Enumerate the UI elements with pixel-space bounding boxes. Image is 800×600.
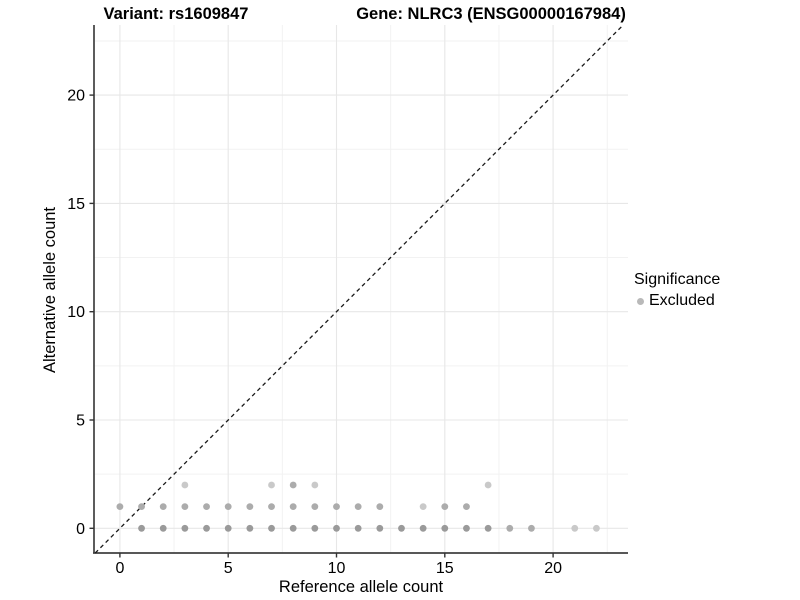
- data-point: [289, 524, 297, 532]
- identity-line: [94, 24, 624, 554]
- y-tick-label: 10: [67, 304, 85, 321]
- data-point: [376, 503, 384, 511]
- identity-line-group: [94, 24, 624, 554]
- data-point: [354, 524, 362, 532]
- data-point: [419, 524, 427, 532]
- data-point: [181, 481, 189, 489]
- data-point: [506, 524, 514, 532]
- legend-item-excluded: Excluded: [634, 292, 720, 310]
- data-point: [419, 503, 427, 511]
- data-point: [268, 481, 275, 489]
- y-tick-label: 15: [67, 196, 85, 213]
- data-point: [398, 524, 405, 532]
- data-point: [138, 503, 145, 511]
- data-point: [571, 524, 579, 532]
- x-axis-title: Reference allele count: [279, 578, 444, 596]
- x-tick-label: 15: [436, 560, 454, 577]
- data-point: [354, 503, 362, 511]
- data-point: [441, 524, 449, 532]
- variant-title: Variant: rs1609847: [103, 5, 249, 23]
- legend: Significance Excluded: [634, 270, 720, 310]
- tick-labels: 0 5 10 15 20 0 5 10 15 20: [67, 88, 562, 577]
- data-point: [484, 481, 492, 489]
- y-tick-label: 0: [76, 521, 85, 538]
- x-tick-label: 10: [328, 560, 346, 577]
- data-point: [224, 524, 232, 532]
- data-point: [311, 524, 319, 532]
- y-tick-label: 20: [67, 88, 85, 105]
- data-point: [528, 524, 535, 532]
- data-point: [289, 481, 297, 489]
- data-point: [484, 524, 492, 532]
- y-tick-label: 5: [76, 413, 85, 430]
- data-point: [203, 524, 210, 532]
- data-point: [376, 524, 384, 532]
- data-point: [268, 503, 275, 511]
- data-point: [159, 524, 167, 532]
- gene-title: Gene: NLRC3 (ENSG00000167984): [356, 5, 626, 23]
- data-point: [268, 524, 275, 532]
- data-point: [311, 481, 319, 489]
- legend-title: Significance: [634, 271, 721, 288]
- data-point: [246, 524, 254, 532]
- data-point: [289, 503, 297, 511]
- data-point: [463, 503, 470, 511]
- data-point: [593, 524, 600, 532]
- data-point: [116, 503, 124, 511]
- x-tick-label: 20: [544, 560, 562, 577]
- legend-item-label: Excluded: [649, 292, 715, 309]
- data-point: [181, 503, 189, 511]
- data-point: [441, 503, 449, 511]
- minor-gridlines: [94, 25, 628, 553]
- x-tick-label: 5: [224, 560, 233, 577]
- data-point: [138, 524, 145, 532]
- x-tick-label: 0: [115, 560, 124, 577]
- data-point: [333, 524, 340, 532]
- data-point: [181, 524, 189, 532]
- axis-lines: [93, 25, 628, 554]
- data-point: [463, 524, 470, 532]
- data-point: [224, 503, 232, 511]
- data-points: [116, 481, 600, 532]
- axis-ticks: [89, 94, 554, 558]
- data-point: [159, 503, 167, 511]
- major-gridlines: [94, 25, 628, 553]
- data-point: [203, 503, 210, 511]
- legend-point-icon: [637, 297, 644, 305]
- data-point: [311, 503, 319, 511]
- data-point: [333, 503, 340, 511]
- data-point: [246, 503, 254, 511]
- y-axis-title: Alternative allele count: [41, 207, 59, 373]
